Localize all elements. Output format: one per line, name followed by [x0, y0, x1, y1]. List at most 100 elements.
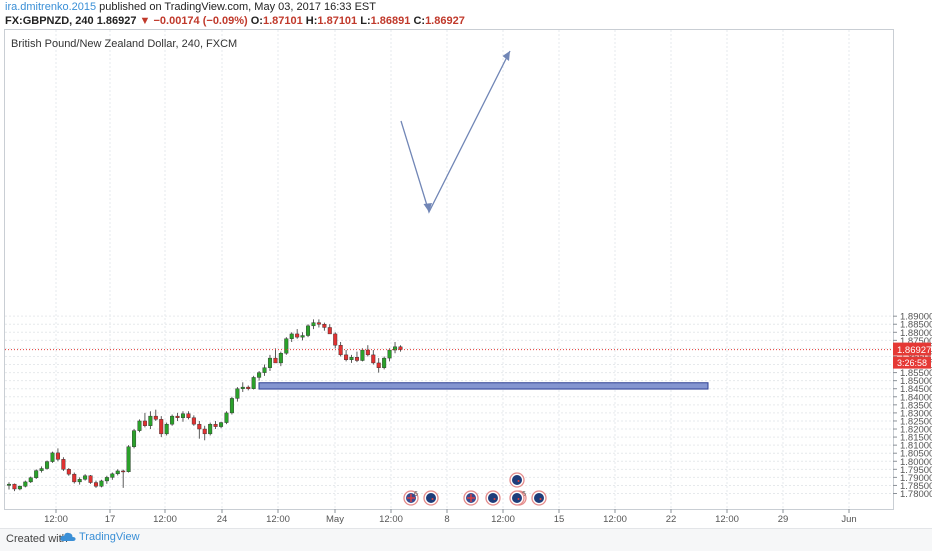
candle-body[interactable]: [202, 428, 207, 435]
candle-body[interactable]: [262, 367, 267, 373]
chart-header: ira.dmitrenko.2015 published on TradingV…: [0, 0, 932, 28]
candle-body[interactable]: [66, 469, 71, 475]
candle-body[interactable]: [219, 422, 224, 427]
flag-star: [517, 480, 520, 482]
candle-body[interactable]: [257, 372, 262, 378]
candle-body[interactable]: [164, 423, 169, 435]
candle-body[interactable]: [376, 362, 381, 368]
candle-body[interactable]: [191, 417, 196, 425]
candle-body[interactable]: [126, 446, 131, 472]
candle-body[interactable]: [99, 480, 104, 487]
arrowhead-up-icon: [502, 51, 510, 61]
candle-body[interactable]: [39, 468, 44, 471]
flag-fill: [426, 493, 436, 503]
candle-body[interactable]: [208, 423, 213, 435]
candle-body[interactable]: [365, 349, 370, 356]
flag-star: [517, 498, 520, 500]
y-tick-label: 1.82000: [900, 425, 932, 436]
candle-body[interactable]: [240, 386, 245, 389]
candle-body[interactable]: [17, 486, 22, 490]
candle-body[interactable]: [104, 477, 109, 482]
candle-body[interactable]: [333, 333, 338, 346]
candle-body[interactable]: [12, 483, 17, 490]
candle-body[interactable]: [316, 322, 321, 325]
candle-body[interactable]: [175, 415, 180, 418]
candle-body[interactable]: [6, 483, 11, 486]
candle-body[interactable]: [213, 423, 218, 427]
price-change: −0.00174 (−0.09%): [153, 15, 248, 27]
candle-body[interactable]: [382, 357, 387, 368]
y-tick-label: 1.83000: [900, 408, 932, 419]
candle-body[interactable]: [349, 357, 354, 360]
candle-body[interactable]: [88, 475, 93, 483]
candle-body[interactable]: [251, 377, 256, 389]
candle-body[interactable]: [121, 470, 126, 473]
cloud-icon: [60, 532, 76, 541]
candle-body[interactable]: [45, 461, 50, 469]
flag-fill: [534, 493, 544, 503]
candle-body[interactable]: [142, 420, 147, 426]
candle-body[interactable]: [197, 423, 202, 430]
candle-body[interactable]: [72, 473, 77, 483]
price-chart[interactable]: 1.780001.785001.790001.795001.800001.805…: [0, 0, 932, 528]
candle-body[interactable]: [110, 473, 115, 478]
brand-name: TradingView: [79, 531, 140, 543]
candle-body[interactable]: [115, 470, 120, 475]
projection-arrow[interactable]: [400, 50, 511, 214]
candle-body[interactable]: [132, 430, 137, 447]
candle-body[interactable]: [235, 388, 240, 399]
candle-body[interactable]: [306, 325, 311, 336]
candle-body[interactable]: [354, 357, 359, 361]
candle-body[interactable]: [83, 475, 88, 480]
candle-body[interactable]: [186, 413, 191, 418]
candle-body[interactable]: [159, 419, 164, 435]
candle-body[interactable]: [371, 354, 376, 364]
candle-body[interactable]: [387, 349, 392, 359]
published-text: published on TradingView.com, May 03, 20…: [99, 1, 376, 13]
candle-body[interactable]: [311, 322, 316, 327]
candle-body[interactable]: [23, 481, 28, 487]
candle-body[interactable]: [267, 357, 272, 368]
x-tick-label: 12:00: [491, 514, 515, 525]
created-with-text: Created with: [6, 533, 68, 545]
symbol-title: British Pound/New Zealand Dollar, 240, F…: [11, 38, 238, 50]
high-value: 1.87101: [317, 15, 358, 27]
candle-body[interactable]: [300, 335, 305, 338]
candle-body[interactable]: [295, 333, 300, 338]
candle-body[interactable]: [50, 452, 55, 462]
candle-body[interactable]: [170, 415, 175, 425]
tradingview-logo[interactable]: TradingView: [60, 531, 140, 543]
candle-body[interactable]: [273, 357, 278, 364]
candle-body[interactable]: [322, 324, 327, 328]
symbol-line: FX:GBPNZD, 240: [5, 15, 94, 27]
candle-body[interactable]: [344, 354, 349, 360]
candle-body[interactable]: [34, 470, 39, 478]
y-tick-label: 1.81500: [900, 433, 932, 444]
candle-body[interactable]: [148, 415, 153, 426]
candle-body[interactable]: [278, 353, 283, 364]
candle-body[interactable]: [153, 415, 158, 420]
candle-body[interactable]: [28, 477, 33, 483]
open-value: 1.87101: [262, 15, 303, 27]
author-link[interactable]: ira.dmitrenko.2015: [5, 1, 97, 13]
candle-body[interactable]: [398, 346, 403, 350]
candle-body[interactable]: [61, 459, 66, 470]
candle-body[interactable]: [284, 338, 289, 354]
candle-body[interactable]: [77, 479, 82, 483]
candle-body[interactable]: [180, 413, 185, 418]
candle-body[interactable]: [327, 327, 332, 335]
candle-body[interactable]: [246, 386, 251, 389]
candle-body[interactable]: [224, 412, 229, 423]
y-tick-label: 1.81000: [900, 441, 932, 452]
candle-body[interactable]: [93, 482, 98, 487]
candle-body[interactable]: [55, 452, 60, 460]
demand-zone-rect[interactable]: [258, 382, 709, 390]
candle-body[interactable]: [137, 420, 142, 431]
candle-body[interactable]: [289, 333, 294, 339]
candle-body[interactable]: [229, 398, 234, 414]
x-tick-label: 12:00: [715, 514, 739, 525]
y-tick-label: 1.82500: [900, 416, 932, 427]
y-tick-label: 1.85500: [900, 368, 932, 379]
candle-body[interactable]: [360, 349, 365, 361]
y-tick-label: 1.88500: [900, 320, 932, 331]
